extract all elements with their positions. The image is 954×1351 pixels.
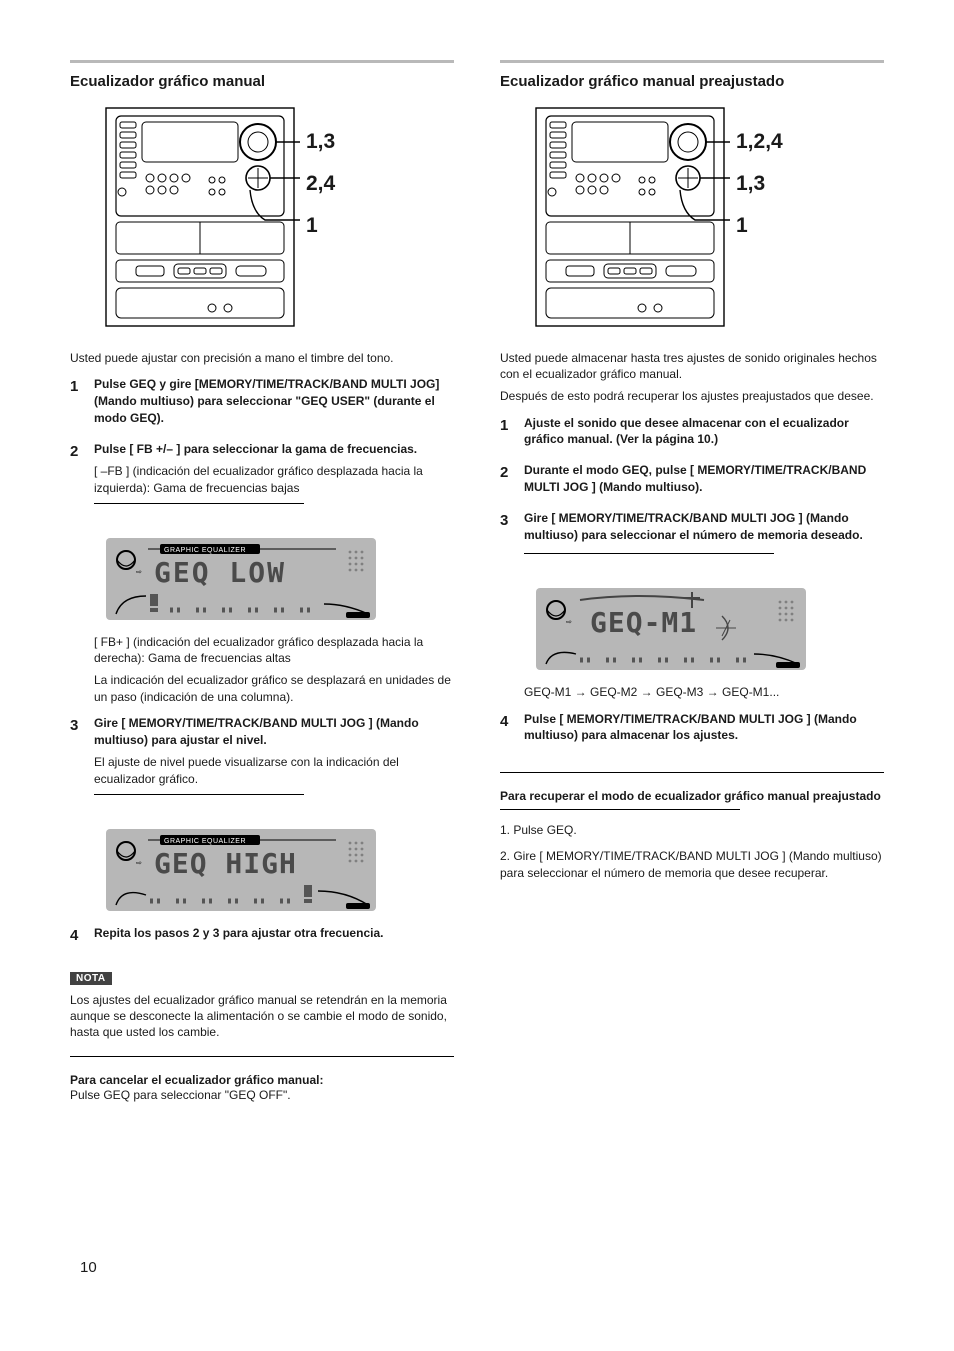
divider bbox=[70, 1056, 454, 1057]
intro-right-1: Usted puede almacenar hasta tres ajustes… bbox=[500, 350, 884, 382]
callout-right-1: 1,2,4 bbox=[736, 130, 783, 154]
step1-left: Pulse GEQ y gire [MEMORY/TIME/TRACK/BAND… bbox=[94, 377, 439, 425]
step-number: 1 bbox=[500, 415, 524, 449]
step-number: 3 bbox=[500, 510, 524, 567]
lcd-display-geq-low: ⇨ GRAPHIC EQUALIZER GEQ LOW bbox=[106, 538, 376, 620]
svg-text:⇨: ⇨ bbox=[136, 860, 142, 867]
step-number: 1 bbox=[70, 376, 94, 426]
step-number: 2 bbox=[500, 462, 524, 496]
step-number: 4 bbox=[70, 925, 94, 946]
step-number: 2 bbox=[70, 441, 94, 516]
divider bbox=[500, 772, 884, 773]
callout-left-1: 1,3 bbox=[306, 130, 335, 154]
step2-left-lead: Pulse [ FB +/– ] para seleccionar la gam… bbox=[94, 442, 417, 456]
recall-step1: 1. Pulse GEQ. bbox=[500, 822, 884, 838]
cancel-heading: Para cancelar el ecualizador gráfico man… bbox=[70, 1073, 454, 1087]
step2-left-body2b: La indicación del ecualizador gráfico se… bbox=[94, 672, 454, 704]
callout-left-2: 2,4 bbox=[306, 172, 335, 196]
lcd-display-geq-m1: ⇨ GEQ-M1 bbox=[536, 588, 806, 670]
section-title-left: Ecualizador gráfico manual bbox=[70, 73, 454, 90]
cancel-text: Pulse GEQ para seleccionar "GEQ OFF". bbox=[70, 1087, 454, 1103]
step3-left-body: El ajuste de nivel puede visualizarse co… bbox=[94, 754, 454, 788]
svg-text:GRAPHIC EQUALIZER: GRAPHIC EQUALIZER bbox=[164, 547, 246, 554]
section-title-right: Ecualizador gráfico manual preajustado bbox=[500, 73, 884, 90]
step3-left-lead: Gire [ MEMORY/TIME/TRACK/BAND MULTI JOG … bbox=[94, 716, 419, 747]
divider bbox=[524, 553, 774, 554]
svg-text:GEQ LOW: GEQ LOW bbox=[154, 556, 286, 589]
divider bbox=[500, 809, 740, 810]
nota-badge: NOTA bbox=[70, 972, 112, 985]
intro-right-2: Después de esto podrá recuperar los ajus… bbox=[500, 388, 884, 404]
callout-right-3: 1 bbox=[736, 214, 783, 238]
step-number: 3 bbox=[70, 715, 94, 807]
stereo-device-illustration-right bbox=[530, 102, 730, 332]
intro-left: Usted puede ajustar con precisión a mano… bbox=[70, 350, 454, 366]
step4-right: Pulse [ MEMORY/TIME/TRACK/BAND MULTI JOG… bbox=[524, 712, 857, 743]
divider bbox=[94, 794, 304, 795]
divider-top-right bbox=[500, 60, 884, 63]
lcd-display-geq-high: ⇨ GRAPHIC EQUALIZER GEQ HIGH bbox=[106, 829, 376, 911]
svg-text:⇨: ⇨ bbox=[566, 619, 572, 626]
divider-top-left bbox=[70, 60, 454, 63]
recall-step2: 2. Gire [ MEMORY/TIME/TRACK/BAND MULTI J… bbox=[500, 848, 884, 880]
step3-right-body: GEQ-M1 → GEQ-M2 → GEQ-M3 → GEQ-M1... bbox=[524, 684, 884, 700]
step2-left-body: [ –FB ] (indicación del ecualizador gráf… bbox=[94, 463, 454, 497]
step2-right: Durante el modo GEQ, pulse [ MEMORY/TIME… bbox=[524, 463, 866, 494]
nota-text: Los ajustes del ecualizador gráfico manu… bbox=[70, 992, 454, 1041]
svg-text:GRAPHIC EQUALIZER: GRAPHIC EQUALIZER bbox=[164, 838, 246, 845]
page-number: 10 bbox=[80, 1259, 97, 1276]
svg-text:⇨: ⇨ bbox=[136, 569, 142, 576]
svg-text:GEQ-M1: GEQ-M1 bbox=[590, 606, 697, 639]
step-number: 4 bbox=[500, 711, 524, 745]
divider bbox=[94, 503, 304, 504]
step3-right-lead: Gire [ MEMORY/TIME/TRACK/BAND MULTI JOG … bbox=[524, 511, 863, 542]
callout-right-2: 1,3 bbox=[736, 172, 783, 196]
step1-right: Ajuste el sonido que desee almacenar con… bbox=[524, 416, 849, 447]
recall-heading: Para recuperar el modo de ecualizador gr… bbox=[500, 789, 884, 803]
svg-text:GEQ HIGH: GEQ HIGH bbox=[154, 847, 297, 880]
stereo-device-illustration-left bbox=[100, 102, 300, 332]
callout-left-3: 1 bbox=[306, 214, 335, 238]
step2-left-body2a: [ FB+ ] (indicación del ecualizador gráf… bbox=[94, 634, 454, 666]
step4-left: Repita los pasos 2 y 3 para ajustar otra… bbox=[94, 926, 383, 940]
